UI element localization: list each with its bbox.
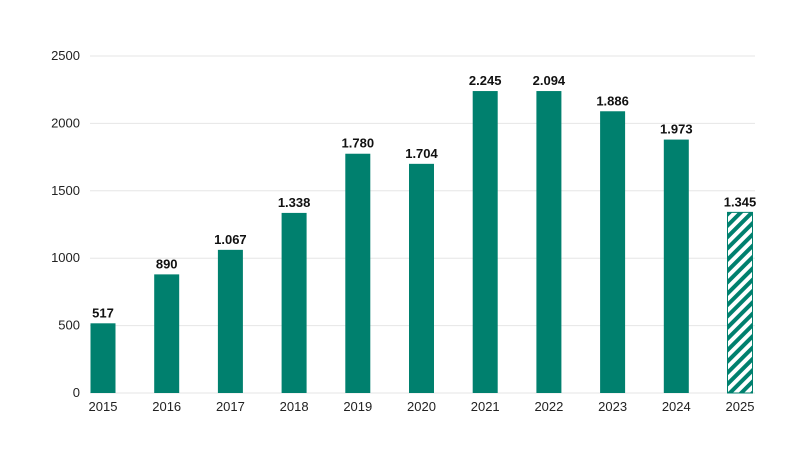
x-tick-label: 2015 (89, 399, 118, 414)
data-label-2015: 517 (92, 305, 114, 320)
x-tick-label: 2022 (534, 399, 563, 414)
bar-2020 (409, 163, 434, 393)
bar-2022 (536, 91, 562, 393)
data-label-2018: 1.338 (278, 195, 311, 210)
bar-2023 (600, 111, 626, 393)
x-tick-label: 2020 (407, 399, 436, 414)
y-tick-label: 0 (73, 385, 80, 400)
data-label-2024: 1.973 (660, 122, 693, 137)
data-label-2016: 890 (156, 256, 178, 271)
x-tick-label: 2018 (280, 399, 309, 414)
bar-2015 (90, 323, 116, 393)
bars (90, 91, 753, 394)
y-tick-label: 2500 (51, 48, 80, 63)
bar-2019 (345, 153, 371, 393)
data-label-2021: 2.245 (469, 73, 502, 88)
data-label-2020: 1.704 (405, 146, 438, 161)
data-label-2025: 1.345 (724, 194, 757, 209)
y-tick-label: 500 (58, 318, 80, 333)
y-tick-label: 1500 (51, 183, 80, 198)
bar-2024 (663, 139, 689, 393)
x-tick-label: 2024 (662, 399, 691, 414)
bar-2017 (217, 249, 243, 393)
bar-2025 (727, 211, 753, 394)
x-tick-label: 2016 (152, 399, 181, 414)
x-tick-label: 2017 (216, 399, 245, 414)
y-tick-label: 2000 (51, 115, 80, 130)
data-label-2022: 2.094 (533, 73, 566, 88)
bar-2021 (472, 91, 498, 393)
data-label-2017: 1.067 (214, 232, 247, 247)
x-tick-label: 2025 (726, 399, 755, 414)
data-label-2019: 1.780 (342, 136, 375, 151)
data-labels: 517 890 1.067 1.338 1.780 1.704 2.245 2.094 1.88… (92, 73, 756, 320)
y-axis-ticks: 0 500 1000 1500 2000 2500 (51, 48, 80, 400)
bar-2016 (154, 274, 180, 393)
x-tick-label: 2023 (598, 399, 627, 414)
x-tick-label: 2019 (343, 399, 372, 414)
x-axis-ticks: 2015 2016 2017 2018 2019 2020 2021 2022 2023 2024… (89, 399, 755, 414)
bar-2018 (281, 212, 307, 393)
x-tick-label: 2021 (471, 399, 500, 414)
data-label-2023: 1.886 (596, 93, 629, 108)
y-tick-label: 1000 (51, 250, 80, 265)
